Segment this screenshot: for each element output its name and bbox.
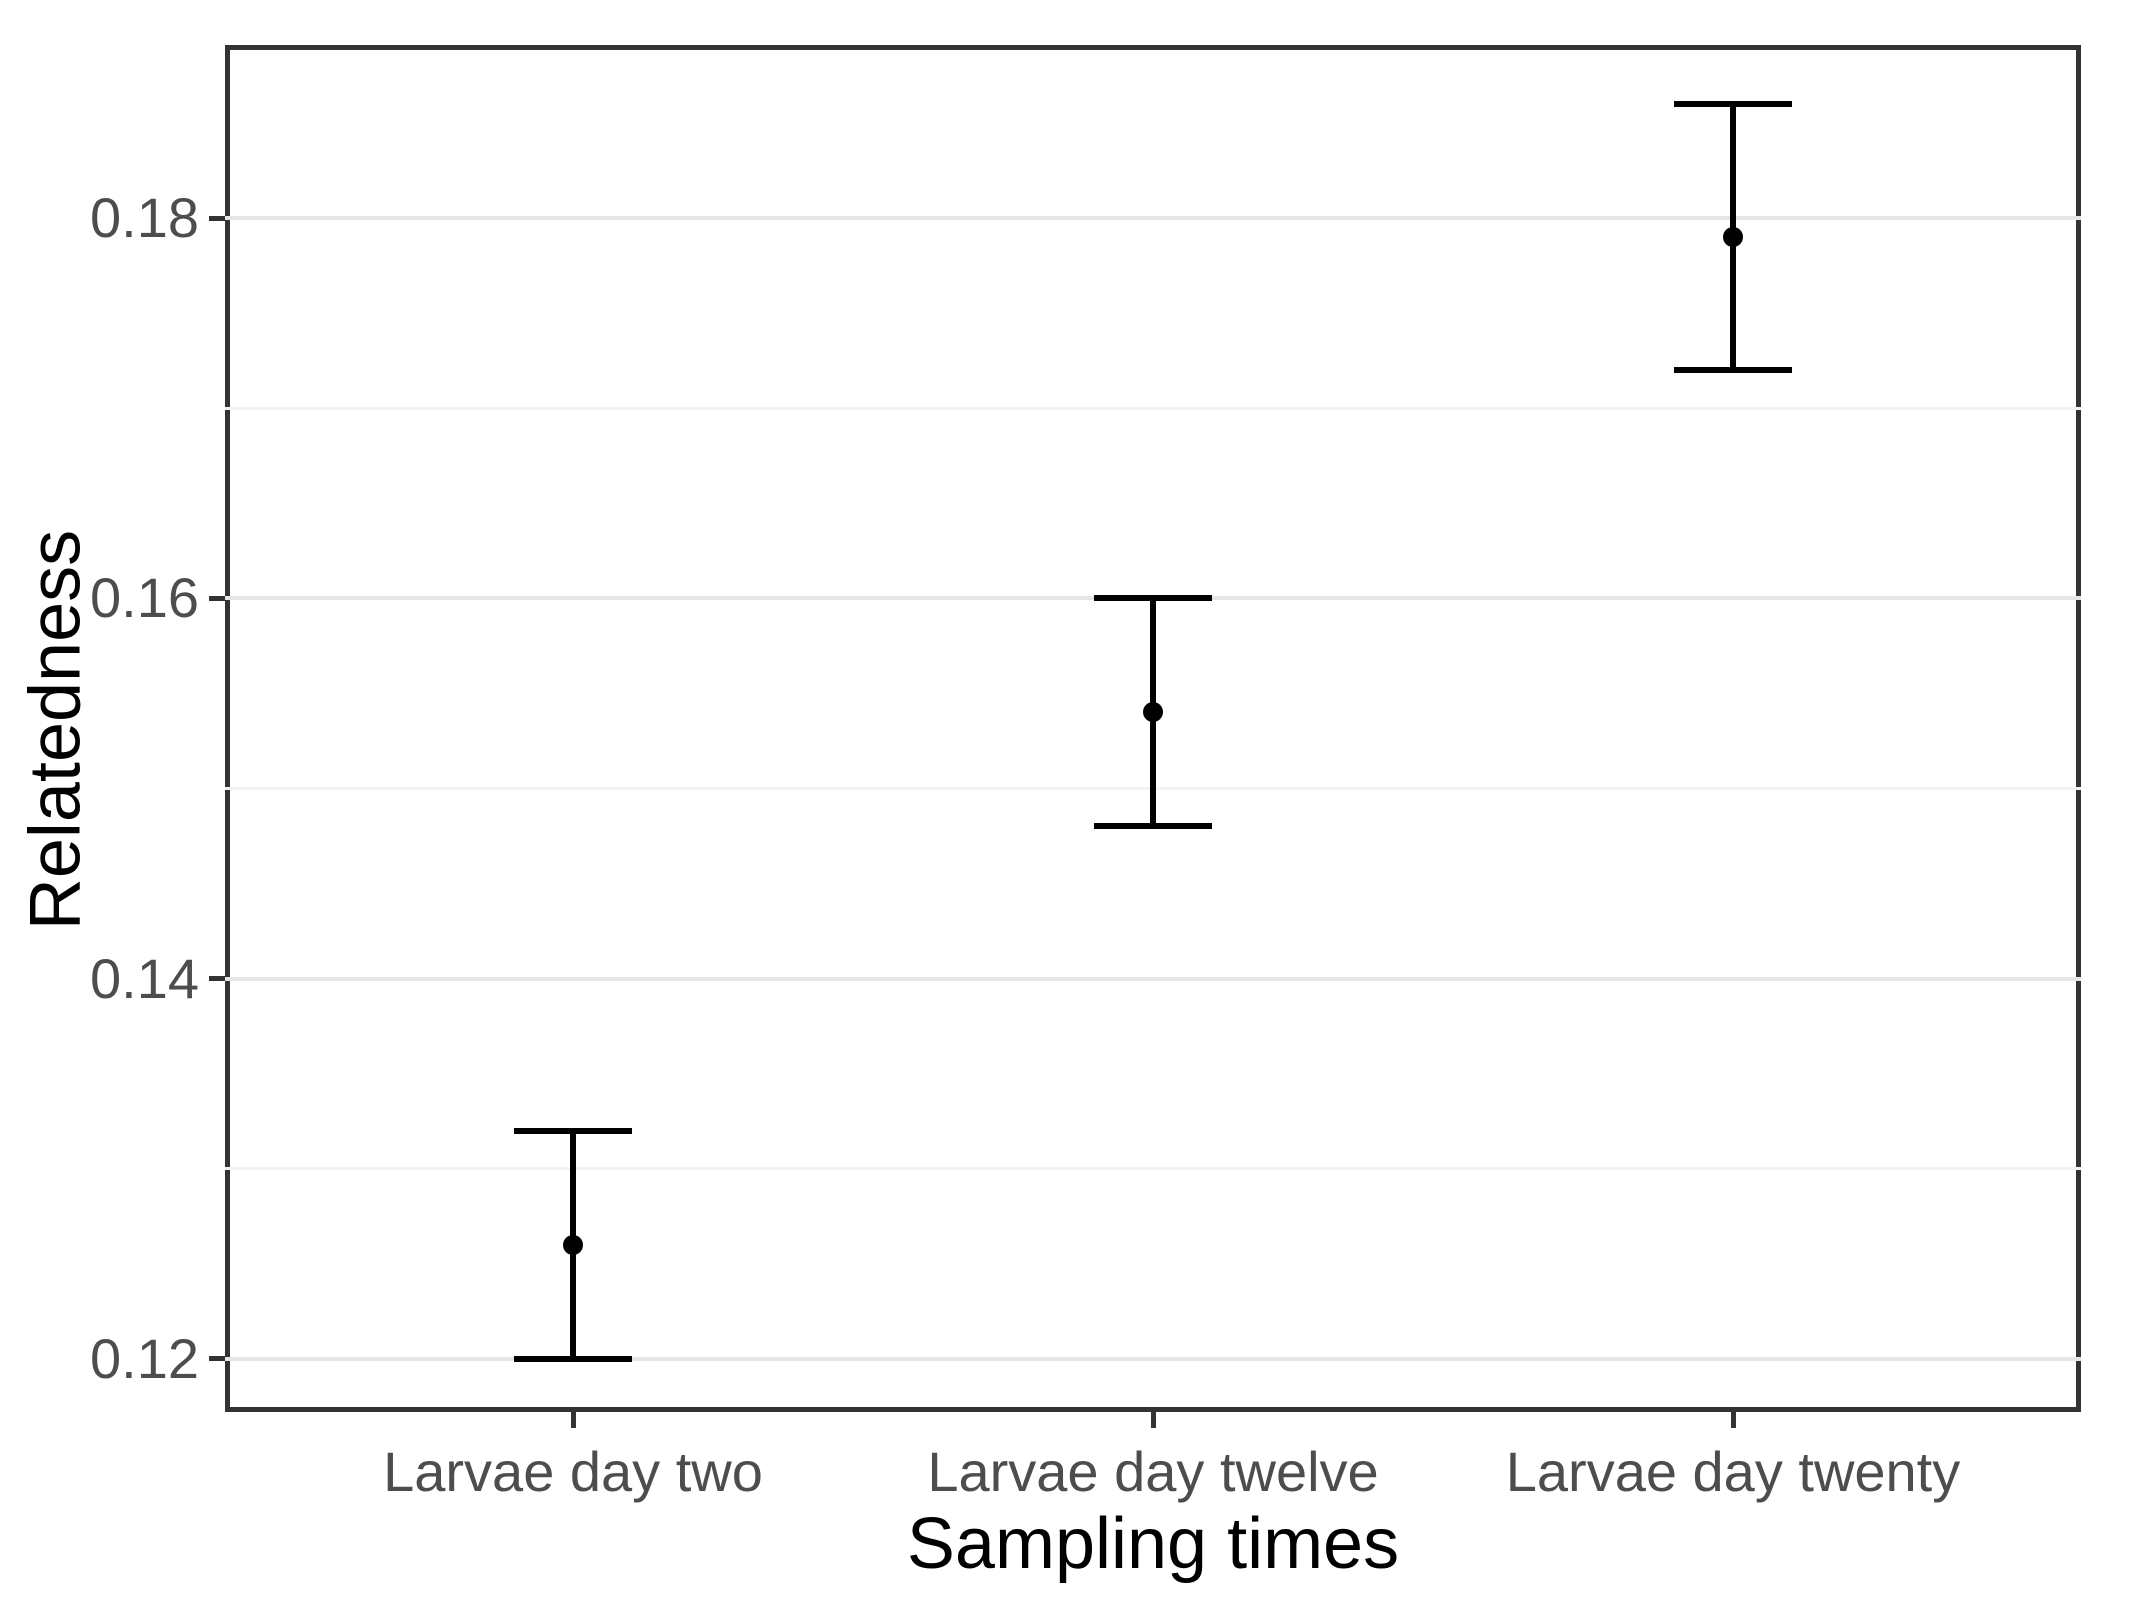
plot-area (225, 45, 2081, 1412)
y-tick-label: 0.18 (90, 186, 199, 249)
y-axis-tick (209, 215, 225, 221)
y-axis-tick (209, 1356, 225, 1362)
y-tick-label: 0.12 (90, 1326, 199, 1390)
errorbar-cap-bottom (514, 1355, 632, 1362)
y-tick-label: 0.14 (90, 946, 199, 1010)
errorbar-cap-top (1674, 100, 1792, 107)
gridline-major (225, 1356, 2081, 1361)
errorbar-cap-top (1094, 595, 1212, 602)
errorbar-cap-bottom (1674, 367, 1792, 374)
x-tick-label: Larvae day twelve (927, 1440, 1379, 1503)
gridline-major (225, 976, 2081, 981)
gridline-minor (225, 1167, 2081, 1171)
x-axis-title: Sampling times (906, 1504, 1400, 1584)
gridline-major (225, 216, 2081, 220)
y-axis-tick (209, 595, 225, 601)
errorbar-cap-top (514, 1127, 632, 1134)
x-axis-tick (1730, 1412, 1736, 1428)
x-axis-tick (1150, 1412, 1156, 1428)
x-axis-tick (570, 1412, 576, 1428)
errorbar-cap-bottom (1094, 823, 1212, 830)
y-tick-label: 0.16 (90, 566, 199, 630)
x-tick-label: Larvae day twenty (1505, 1440, 1961, 1503)
y-axis-title: Relatedness (15, 529, 96, 931)
y-axis-tick (209, 976, 225, 981)
gridline-minor (225, 406, 2081, 410)
x-tick-label: Larvae day two (383, 1440, 763, 1503)
data-point (563, 1234, 583, 1255)
data-point (1723, 227, 1743, 248)
data-point (1143, 702, 1163, 723)
